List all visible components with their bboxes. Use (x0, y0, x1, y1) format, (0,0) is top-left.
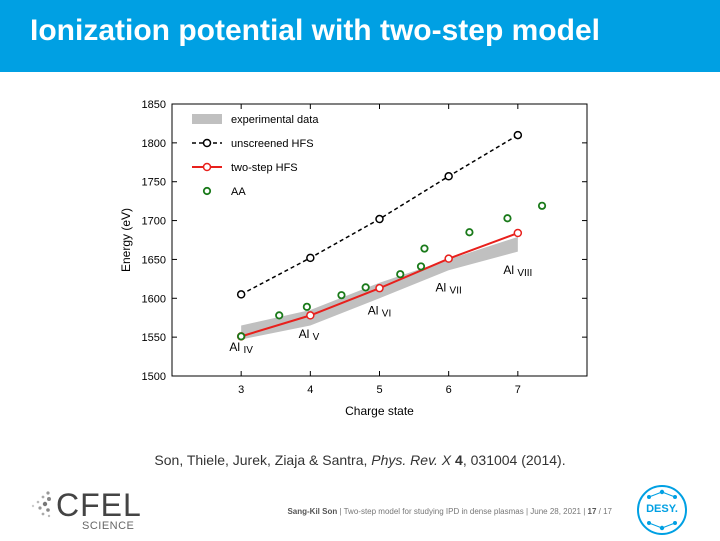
footer: Sang-Kil Son | Two-step model for studyi… (0, 507, 612, 516)
cfel-subtitle: SCIENCE (82, 520, 135, 532)
footer-sep: | (339, 507, 342, 516)
two-step-hfs-point (444, 254, 453, 263)
cfel-wordmark: CFEL (56, 487, 142, 523)
unscreened-hfs-point (513, 130, 523, 140)
legend-marker (202, 138, 212, 148)
reference-volume: 4 (451, 452, 463, 468)
footer-total: / 17 (598, 507, 612, 516)
aa-point (337, 291, 346, 300)
y-tick-label: 1700 (142, 216, 166, 228)
two-step-hfs-point (375, 283, 384, 293)
two-step-hfs-point (513, 228, 523, 238)
aa-point (302, 302, 311, 311)
x-axis-label: Charge state (345, 404, 414, 418)
footer-sep: | (583, 507, 586, 516)
x-tick-label: 7 (515, 384, 521, 396)
aa-point (420, 244, 429, 253)
legend-marker (202, 186, 212, 196)
y-tick-label: 1550 (142, 332, 166, 344)
unscreened-hfs-point (444, 172, 453, 181)
footer-talk: Two-step model for studying IPD in dense… (343, 507, 524, 516)
desy-wordmark: DESY. (646, 503, 678, 515)
footer-presenter: Sang-Kil Son (287, 507, 338, 516)
legend-marker (202, 162, 212, 172)
aa-point (503, 214, 512, 223)
aa-point (275, 311, 284, 320)
title-bar: Ionization potential with two-step model (0, 0, 720, 72)
aa-point (537, 201, 547, 210)
desy-circle-icon (637, 485, 687, 535)
legend-swatch-band (192, 114, 222, 124)
unscreened-hfs-point (375, 214, 384, 224)
cfel-logo: CFEL SCIENCE (28, 485, 141, 533)
legend-label: two-step HFS (231, 162, 298, 174)
ion-label: Al VII (436, 280, 462, 296)
chart: 1500 1550 1600 1650 1700 1750 1800 1850 3 4 5 6 7 Cha… (119, 99, 588, 418)
unscreened-hfs-line (240, 134, 519, 296)
y-axis-label: Energy (eV) (119, 208, 133, 272)
aa-point (396, 270, 405, 279)
reference: Son, Thiele, Jurek, Ziaja & Santra, Phys… (0, 452, 720, 468)
footer-page: 17 (587, 507, 597, 516)
cfel-dots-icon (31, 491, 51, 518)
y-tick-label: 1800 (142, 138, 166, 150)
aa-point (361, 283, 370, 292)
y-tick-label: 1750 (142, 177, 166, 189)
ion-label: Al VI (368, 304, 391, 320)
y-tick-label: 1600 (142, 293, 166, 305)
y-tick-label: 1500 (142, 371, 166, 383)
ion-label: Al V (299, 327, 320, 343)
legend-label: unscreened HFS (231, 138, 314, 150)
footer-sep: | (525, 507, 529, 516)
ion-label: Al VIII (503, 263, 532, 279)
aa-point (416, 262, 426, 271)
x-tick-label: 4 (307, 384, 313, 396)
ion-label: Al IV (229, 340, 253, 356)
reference-rest: , 031004 (2014). (462, 452, 566, 468)
unscreened-hfs-point (306, 253, 315, 263)
legend-label: experimental data (231, 114, 319, 126)
desy-logo: DESY. (636, 484, 688, 536)
reference-authors: Son, Thiele, Jurek, Ziaja & Santra, (154, 452, 372, 468)
unscreened-hfs-point (236, 290, 246, 299)
y-tick-label: 1650 (142, 254, 166, 266)
x-tick-label: 6 (446, 384, 452, 396)
slide-title: Ionization potential with two-step model (30, 14, 600, 47)
two-step-hfs-point (306, 311, 315, 320)
footer-date: June 28, 2021 (530, 507, 581, 516)
aa-point (465, 228, 474, 237)
y-tick-label: 1850 (142, 99, 166, 111)
aa-point (237, 332, 246, 341)
x-tick-label: 3 (238, 384, 244, 396)
legend-label: AA (231, 186, 246, 198)
x-tick-label: 5 (376, 384, 382, 396)
reference-journal: Phys. Rev. X (371, 452, 452, 468)
